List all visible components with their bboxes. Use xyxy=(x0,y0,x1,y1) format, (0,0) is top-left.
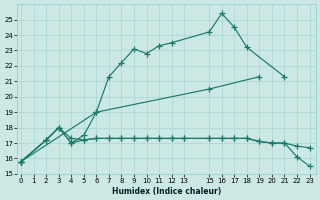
X-axis label: Humidex (Indice chaleur): Humidex (Indice chaleur) xyxy=(112,187,221,196)
